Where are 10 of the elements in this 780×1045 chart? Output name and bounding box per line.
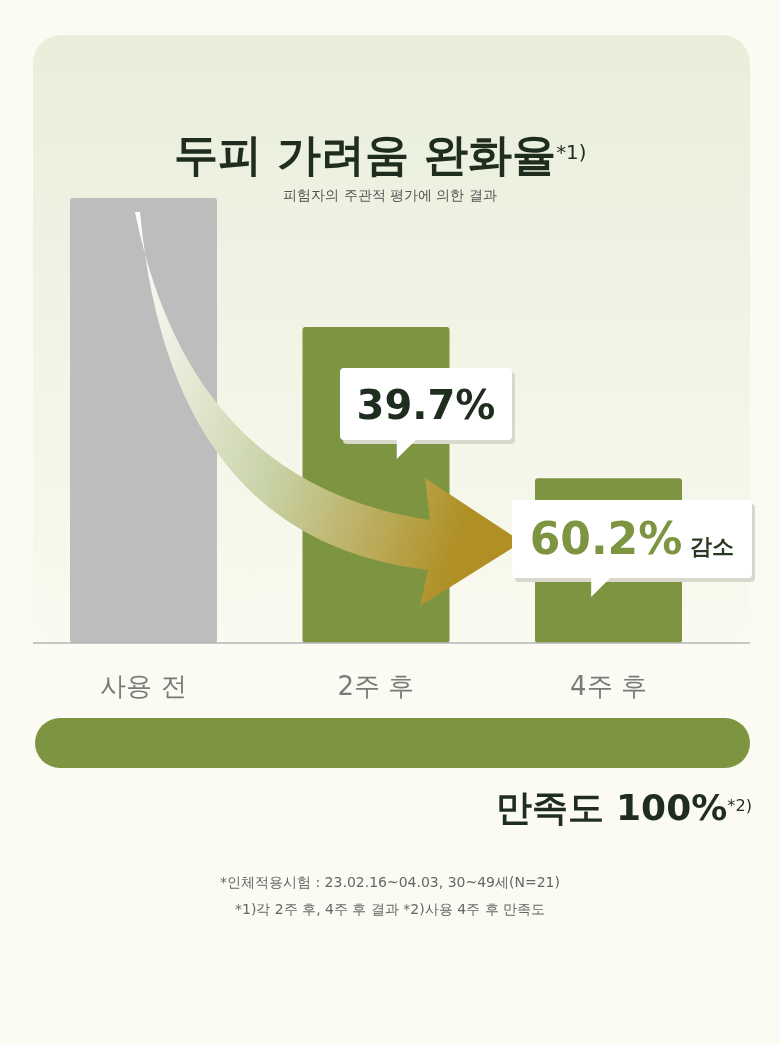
annotation: 60.2% 감소 [529,513,735,564]
x-tick-label: 2주 후 [337,671,415,701]
chart-subtitle: 피험자의 주관적 평가에 의한 결과 [283,187,497,203]
x-tick-label: 4주 후 [570,671,647,701]
chart-title: 두피 가려움 완화율$^{*1)}$ [173,129,587,180]
x-tick-label: 사용 전 [100,671,187,701]
text: *1)각 2주 후, 4주 후 결과 *2)사용 4주 후 만족도 [235,901,545,917]
annotation: 39.7% [356,382,496,428]
text: 만족도 100%$^{*2)}$ [495,787,752,828]
text: *인체적용시험 : 23.02.16~04.03, 30~49세(N=21) [220,874,560,890]
